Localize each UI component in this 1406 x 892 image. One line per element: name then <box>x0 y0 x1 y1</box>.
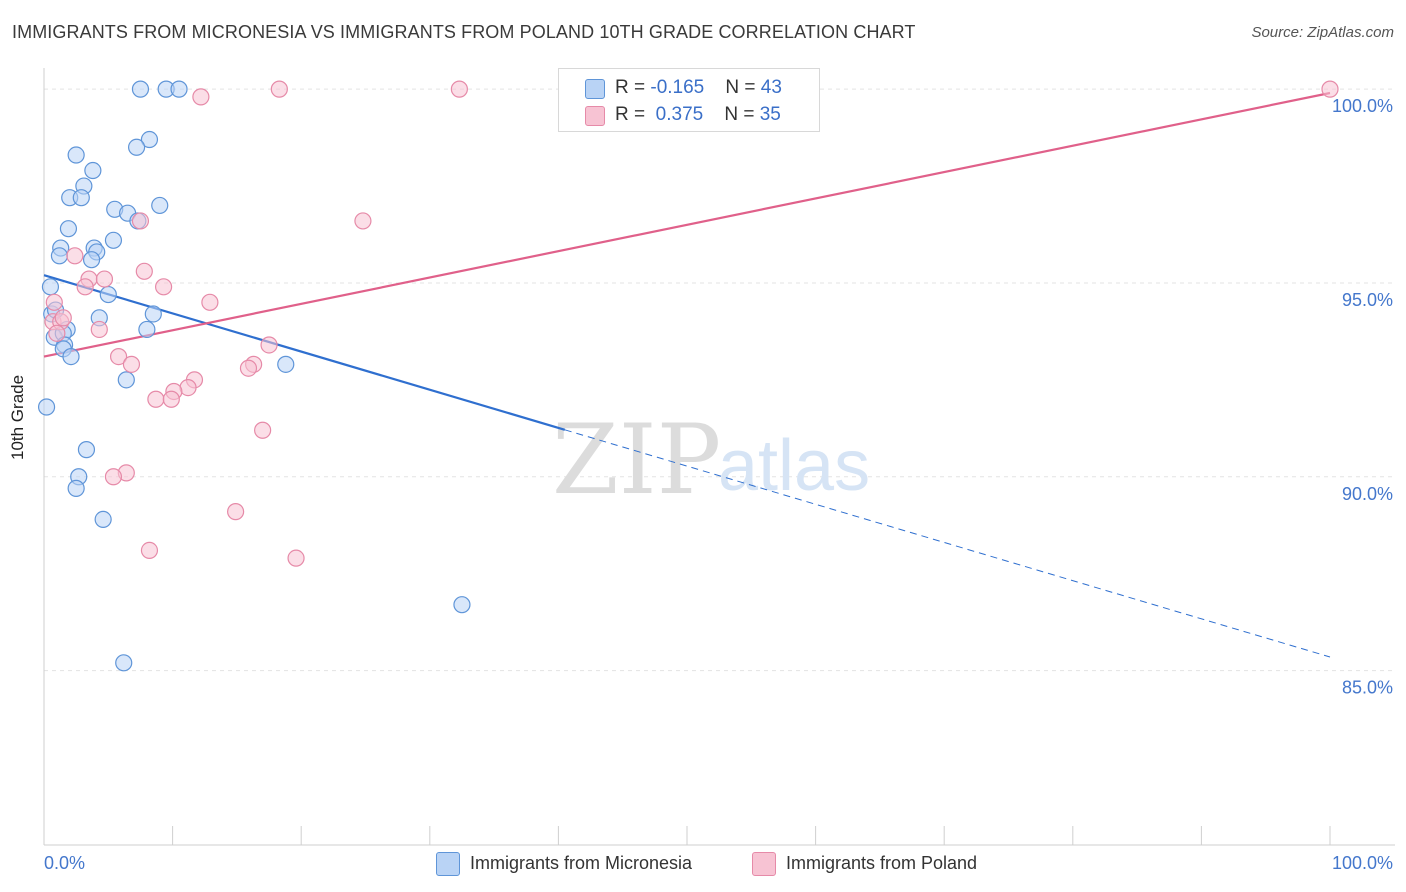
trendline-micronesia <box>43 274 566 431</box>
data-point-poland <box>179 379 197 397</box>
trendline-micronesia-extrapolated <box>564 429 1331 658</box>
data-point-micronesia <box>277 355 295 373</box>
watermark-atlas: atlas <box>718 426 870 506</box>
data-point-poland <box>95 270 114 288</box>
data-point-micronesia <box>138 320 156 339</box>
data-point-poland <box>45 293 63 311</box>
tick-label-layer: 100.0% 95.0% 90.0% 85.0% 0.0% 100.0% <box>44 96 1393 873</box>
data-point-poland <box>131 212 150 230</box>
bottom-legend-swatch-pink <box>752 852 776 876</box>
data-point-poland <box>227 503 245 521</box>
data-point-micronesia <box>131 80 150 98</box>
data-point-micronesia <box>94 510 112 528</box>
data-point-micronesia <box>115 654 133 672</box>
data-point-poland <box>104 468 123 486</box>
legend-swatch-blue <box>585 79 605 99</box>
x-tick-label: 100.0% <box>1332 853 1393 873</box>
legend-r-label: R = <box>615 104 651 125</box>
data-point-poland <box>135 262 153 280</box>
data-point-micronesia <box>127 138 146 156</box>
data-point-poland <box>162 390 180 408</box>
data-point-poland <box>260 336 278 354</box>
trend-layer <box>43 91 1331 658</box>
data-point-micronesia <box>140 130 159 149</box>
legend-r-value: 0.375 <box>650 104 704 125</box>
legend-r-label: R = <box>615 77 651 98</box>
data-point-micronesia <box>37 398 56 416</box>
legend-r-value: -0.165 <box>650 77 705 98</box>
data-point-micronesia <box>77 441 96 459</box>
data-point-micronesia <box>117 371 135 389</box>
data-point-micronesia <box>99 285 117 304</box>
data-point-micronesia <box>84 161 102 180</box>
data-point-poland <box>66 247 84 265</box>
bottom-legend-label: Immigrants from Micronesia <box>470 852 693 873</box>
data-point-micronesia <box>144 305 162 323</box>
y-tick-label: 95.0% <box>1342 290 1393 310</box>
data-point-micronesia <box>170 80 188 98</box>
point-layer <box>37 80 1339 672</box>
data-point-poland <box>90 320 108 339</box>
data-point-micronesia <box>82 251 101 269</box>
data-point-micronesia <box>59 220 78 238</box>
data-point-micronesia <box>50 247 69 265</box>
watermark-zip: ZIP <box>552 404 721 516</box>
data-point-poland <box>201 293 219 311</box>
x-tick-label: 0.0% <box>44 853 85 873</box>
data-point-poland <box>254 421 272 439</box>
bottom-legend-swatch-blue <box>436 852 460 876</box>
legend-n-value: 35 <box>759 104 781 125</box>
legend-n-label: N = <box>724 104 760 125</box>
data-point-poland <box>192 88 210 106</box>
y-tick-label: 85.0% <box>1342 678 1393 698</box>
data-point-micronesia <box>67 146 85 164</box>
stats-legend: R = -0.165 N = 43 R = 0.375 N = 35 <box>558 68 820 132</box>
data-point-poland <box>48 324 66 342</box>
chart-title: IMMIGRANTS FROM MICRONESIA VS IMMIGRANTS… <box>12 22 916 42</box>
data-point-poland <box>450 80 468 98</box>
watermark: ZIP atlas <box>552 404 870 516</box>
data-point-micronesia <box>72 189 90 207</box>
axis-layer <box>43 68 1395 846</box>
data-point-micronesia <box>41 278 60 296</box>
bottom-legend-poland: Immigrants from Poland <box>752 852 977 876</box>
legend-swatch-pink <box>585 106 605 126</box>
data-point-poland <box>140 541 159 560</box>
grid-layer <box>44 88 1395 672</box>
data-point-micronesia <box>62 347 80 366</box>
data-point-poland <box>354 212 372 230</box>
data-point-poland <box>154 278 173 296</box>
data-point-poland <box>109 347 128 366</box>
bottom-legend-label: Immigrants from Poland <box>786 852 978 873</box>
bottom-legend-micronesia: Immigrants from Micronesia <box>436 852 692 876</box>
data-point-poland <box>1321 80 1339 98</box>
data-point-micronesia <box>453 596 471 614</box>
data-point-poland <box>270 80 288 98</box>
data-point-poland <box>54 309 72 327</box>
legend-n-label: N = <box>725 77 761 98</box>
data-point-micronesia <box>151 196 169 215</box>
data-point-micronesia <box>67 479 85 497</box>
source-label: Source: ZipAtlas.com <box>1251 24 1394 41</box>
data-point-poland <box>147 390 165 408</box>
data-point-poland <box>287 549 305 567</box>
y-tick-label: 100.0% <box>1332 96 1393 116</box>
data-point-poland <box>76 278 94 296</box>
legend-n-value: 43 <box>760 77 782 98</box>
trendline-poland <box>43 91 1331 358</box>
data-point-poland <box>239 359 258 377</box>
y-tick-label: 90.0% <box>1342 484 1393 504</box>
data-point-poland <box>122 355 141 373</box>
data-point-micronesia <box>104 231 123 249</box>
